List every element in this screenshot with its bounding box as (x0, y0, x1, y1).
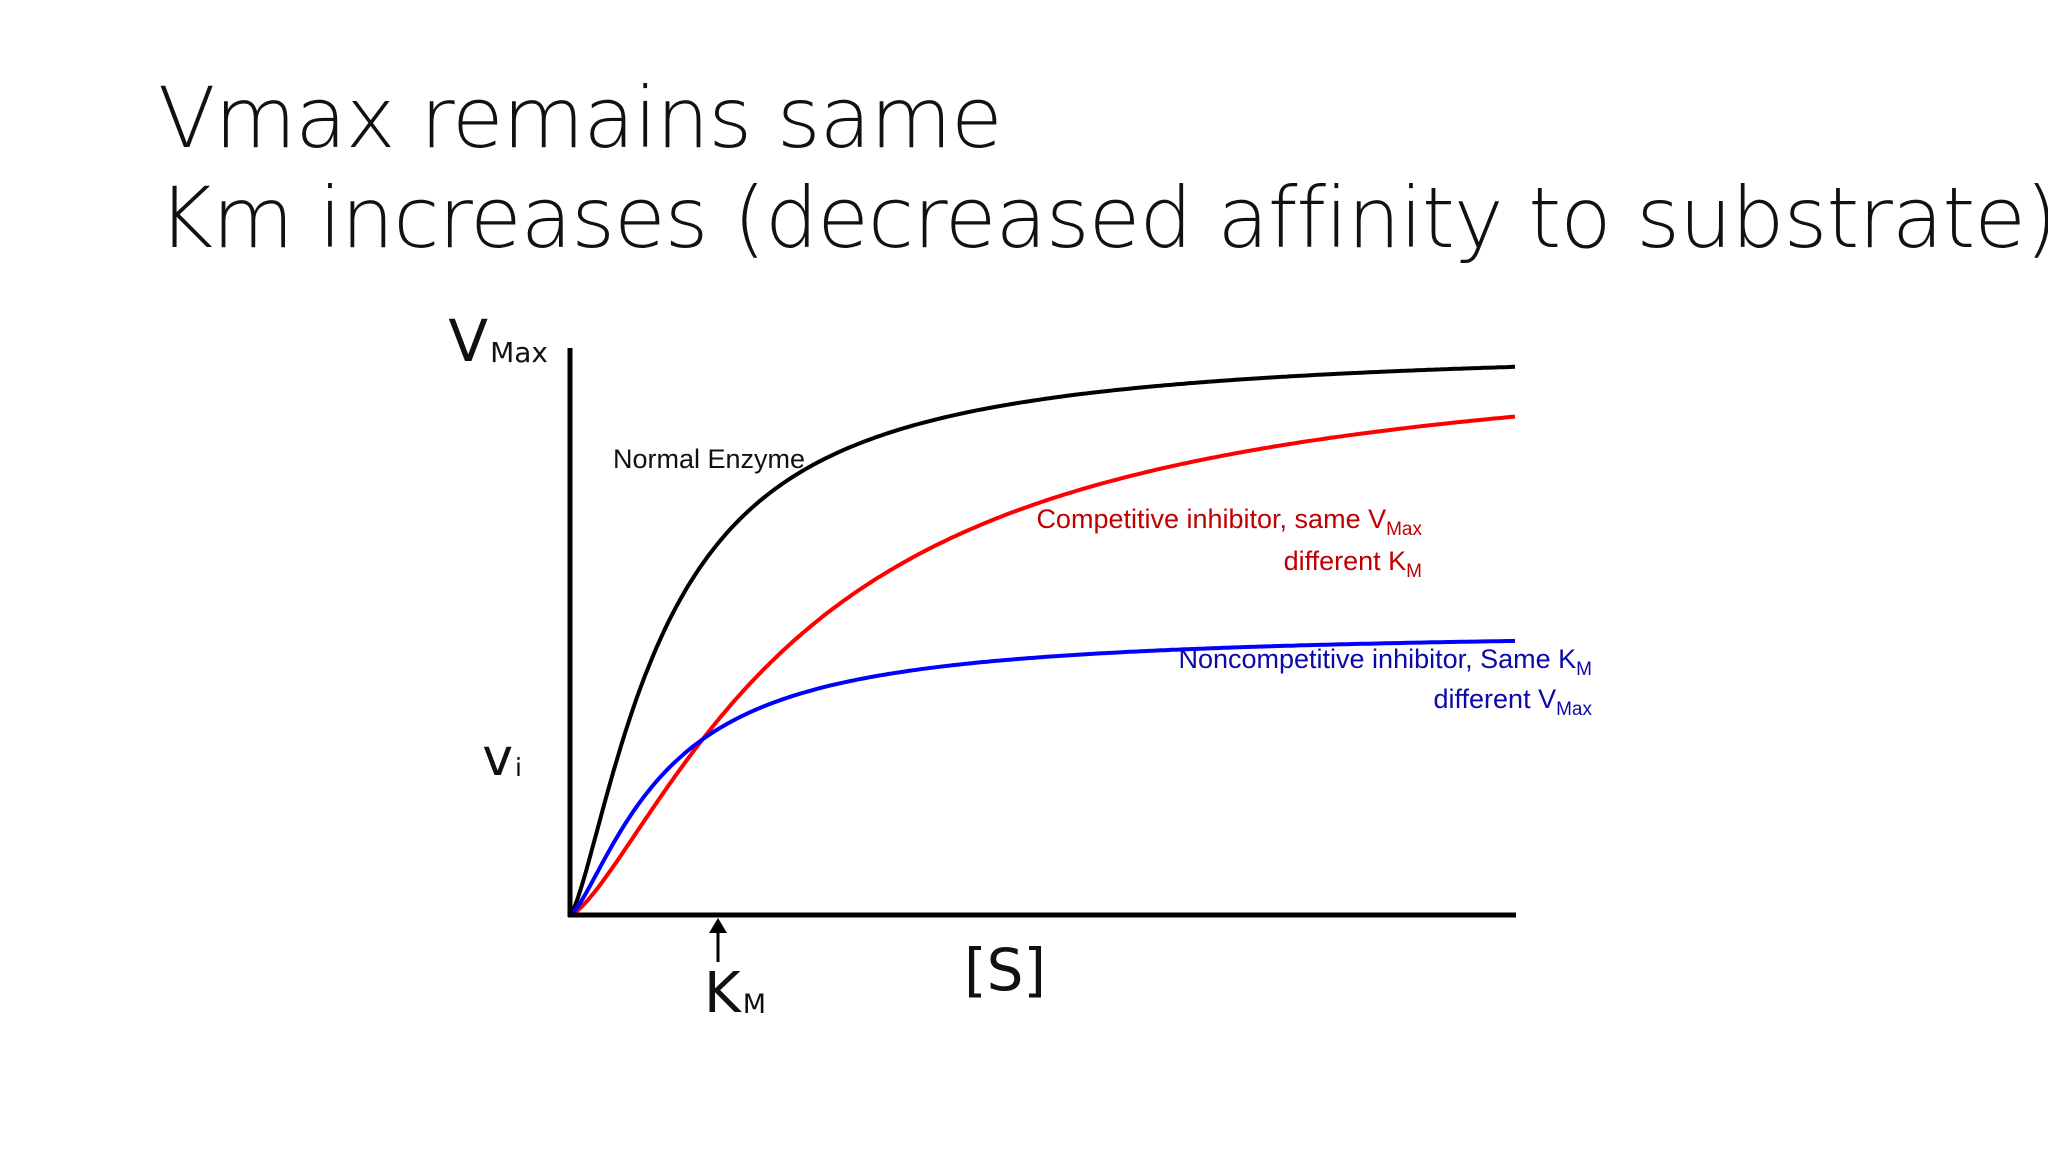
annotation-noncompetitive: Noncompetitive inhibitor, Same KMdiffere… (1178, 644, 1592, 720)
x-mark-km-sub: M (743, 989, 766, 1020)
curve-layer (568, 364, 1516, 917)
y-mark-vmax-sub: Max (490, 336, 548, 369)
y-mark-vi: vi (482, 728, 522, 788)
km-arrow-head (709, 918, 727, 933)
axis-mark-layer: VMax vi KM [S] (448, 307, 1046, 1026)
annotation-noncompetitive-line-1: Noncompetitive inhibitor, Same KM (1178, 644, 1592, 680)
x-mark-km-main: K (704, 961, 742, 1026)
annotation-competitive: Competitive inhibitor, same VMax differen… (1036, 504, 1422, 582)
y-mark-vmax-main: V (448, 307, 488, 375)
annotation-segment: Max (1556, 699, 1592, 720)
annotation-segment: M (1406, 561, 1422, 582)
title-line-1: Vmax remains same (158, 69, 1003, 167)
annotation-segment: Noncompetitive inhibitor, Same K (1178, 644, 1576, 674)
curve-series-1 (568, 364, 1516, 917)
annotation-noncompetitive-line-2: different VMax (1434, 684, 1593, 720)
curve-series-2 (569, 414, 1516, 917)
slide-title: Vmax remains same Km increases (decrease… (158, 68, 2048, 268)
annotation-competitive-line-1: Competitive inhibitor, same VMax (1036, 504, 1422, 540)
x-mark-km: KM (704, 961, 766, 1026)
title-line-2: Km increases (decreased affinity to subs… (158, 169, 2048, 267)
annotation-segment: M (1576, 659, 1592, 680)
annotation-segment: different K (1284, 546, 1407, 576)
annotation-segment: different V (1434, 684, 1557, 714)
curve-series-3 (568, 638, 1516, 917)
annotation-segment: Competitive inhibitor, same V (1036, 504, 1386, 534)
y-mark-vi-main: v (482, 728, 513, 788)
y-mark-vmax: VMax (448, 307, 548, 375)
annotation-competitive-line-2: different KM (1284, 546, 1422, 582)
x-axis-label: [S] (964, 936, 1046, 1004)
annotation-normal-line-1: Normal Enzyme (613, 444, 805, 474)
annotation-normal: Normal Enzyme (613, 444, 805, 474)
y-mark-vi-sub: i (515, 753, 522, 782)
annotation-layer: Normal Enzyme Competitive inhibitor, same… (613, 444, 1592, 720)
annotation-segment: Max (1386, 519, 1422, 540)
annotation-segment: Normal Enzyme (613, 444, 805, 474)
